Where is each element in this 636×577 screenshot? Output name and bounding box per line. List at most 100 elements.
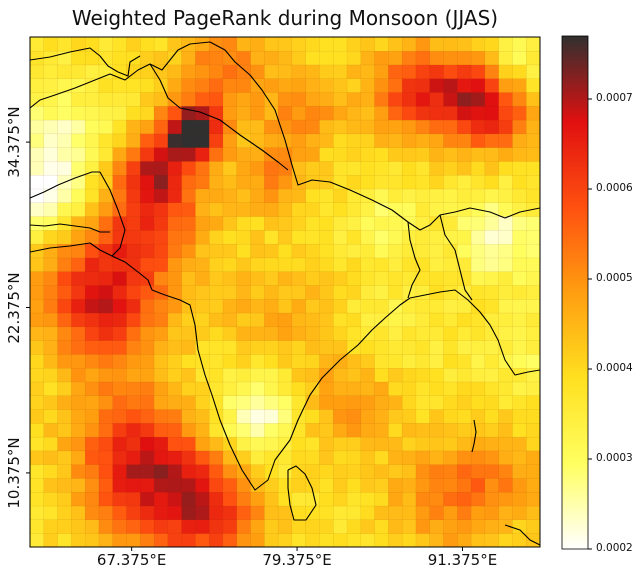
heatmap-cell: [415, 381, 431, 396]
coast-arabian: [30, 242, 113, 257]
heatmap-cell: [360, 491, 376, 507]
heatmap-cell: [57, 408, 72, 424]
heatmap-cell: [360, 353, 376, 369]
heatmap-cell: [126, 381, 141, 396]
heatmap-cell: [346, 202, 362, 217]
heatmap-cell: [71, 340, 86, 355]
heatmap-cell: [126, 91, 141, 107]
heatmap-cell: [401, 326, 417, 341]
heatmap-cell: [484, 50, 500, 66]
heatmap-cell: [484, 312, 500, 328]
heatmap-cell: [236, 243, 252, 259]
heatmap-cell: [236, 37, 252, 52]
heatmap-cell: [126, 519, 141, 534]
heatmap-cell: [484, 91, 500, 107]
heatmap-cell: [98, 64, 114, 79]
heatmap-cell: [71, 464, 86, 479]
heatmap-cell: [526, 436, 540, 452]
heatmap-cell: [222, 202, 238, 217]
heatmap-cell: [71, 353, 86, 369]
heatmap-cell: [401, 312, 417, 328]
heatmap-cell: [526, 464, 540, 479]
heatmap-cell: [346, 105, 362, 121]
heatmap-cell: [498, 174, 514, 190]
heatmap-cell: [374, 408, 389, 424]
heatmap-cell: [484, 298, 500, 314]
heatmap-cell: [388, 215, 403, 231]
heatmap-cell: [84, 229, 100, 245]
heatmap-cell: [195, 312, 210, 328]
heatmap-cell: [443, 340, 458, 355]
heatmap-cell: [457, 64, 472, 79]
heatmap-cell: [222, 491, 238, 507]
heatmap-cell: [236, 298, 252, 314]
colorbar-tick-marks: [588, 98, 592, 550]
heatmap-cell: [112, 147, 128, 162]
heatmap-cell: [153, 133, 169, 148]
heatmap-cell: [443, 174, 458, 190]
heatmap-cell: [526, 340, 540, 355]
heatmap-cell: [167, 229, 183, 245]
heatmap-cell: [140, 91, 155, 107]
heatmap-cell: [374, 340, 389, 355]
heatmap-cell: [401, 188, 417, 203]
heatmap-cell: [126, 229, 141, 245]
heatmap-cell: [388, 395, 403, 410]
heatmap-cell: [57, 533, 72, 547]
heatmap-cell: [305, 284, 321, 300]
heatmap-cell: [457, 105, 472, 121]
heatmap-cell: [264, 395, 279, 410]
heatmap-cell: [264, 188, 279, 203]
heatmap-cell: [346, 312, 362, 328]
heatmap-cell: [346, 422, 362, 438]
heatmap-cell: [277, 215, 293, 231]
heatmap-cell: [291, 271, 307, 286]
heatmap-cell: [346, 160, 362, 176]
heatmap-cell: [360, 519, 376, 534]
heatmap-cell: [98, 395, 114, 410]
heatmap-cell: [360, 133, 376, 148]
heatmap-cell: [415, 505, 431, 521]
heatmap-cell: [360, 105, 376, 121]
heatmap-cell: [43, 312, 59, 328]
heatmap-cell: [457, 477, 472, 493]
heatmap-cell: [57, 505, 72, 521]
heatmap-cell: [333, 408, 348, 424]
heatmap-cell: [484, 188, 500, 203]
heatmap-cell: [98, 298, 114, 314]
heatmap-cell: [126, 408, 141, 424]
heatmap-cell: [98, 408, 114, 424]
heatmap-cell: [84, 215, 100, 231]
heatmap-cell: [415, 395, 431, 410]
heatmap-cell: [236, 340, 252, 355]
heatmap-cell: [360, 395, 376, 410]
heatmap-cell: [71, 215, 86, 231]
heatmap-cell: [181, 257, 196, 272]
heatmap-cell: [153, 353, 169, 369]
heatmap-cell: [401, 119, 417, 135]
heatmap-cell: [277, 284, 293, 300]
heatmap-cell: [526, 395, 540, 410]
heatmap-cell: [319, 119, 334, 135]
heatmap-cell: [360, 450, 376, 465]
heatmap-cell: [208, 64, 224, 79]
heatmap-cell: [319, 367, 334, 383]
heatmap-cell: [195, 160, 210, 176]
heatmap-cell: [43, 174, 59, 190]
heatmap-cell: [112, 91, 128, 107]
heatmap-cell: [98, 381, 114, 396]
heatmap-cell: [415, 188, 431, 203]
heatmap-cell: [208, 367, 224, 383]
border-northwest-arc: [30, 47, 141, 77]
heatmap-cell: [98, 91, 114, 107]
heatmap-cell: [222, 519, 238, 534]
heatmap-cell: [153, 147, 169, 162]
heatmap-cell: [264, 436, 279, 452]
heatmap-cell: [346, 188, 362, 203]
heatmap-cell: [457, 340, 472, 355]
heatmap-cell: [360, 64, 376, 79]
heatmap-cell: [401, 257, 417, 272]
heatmap-cell: [526, 215, 540, 231]
colorbar-tick-label: 0.0005: [596, 272, 633, 284]
heatmap-cell: [57, 381, 72, 396]
